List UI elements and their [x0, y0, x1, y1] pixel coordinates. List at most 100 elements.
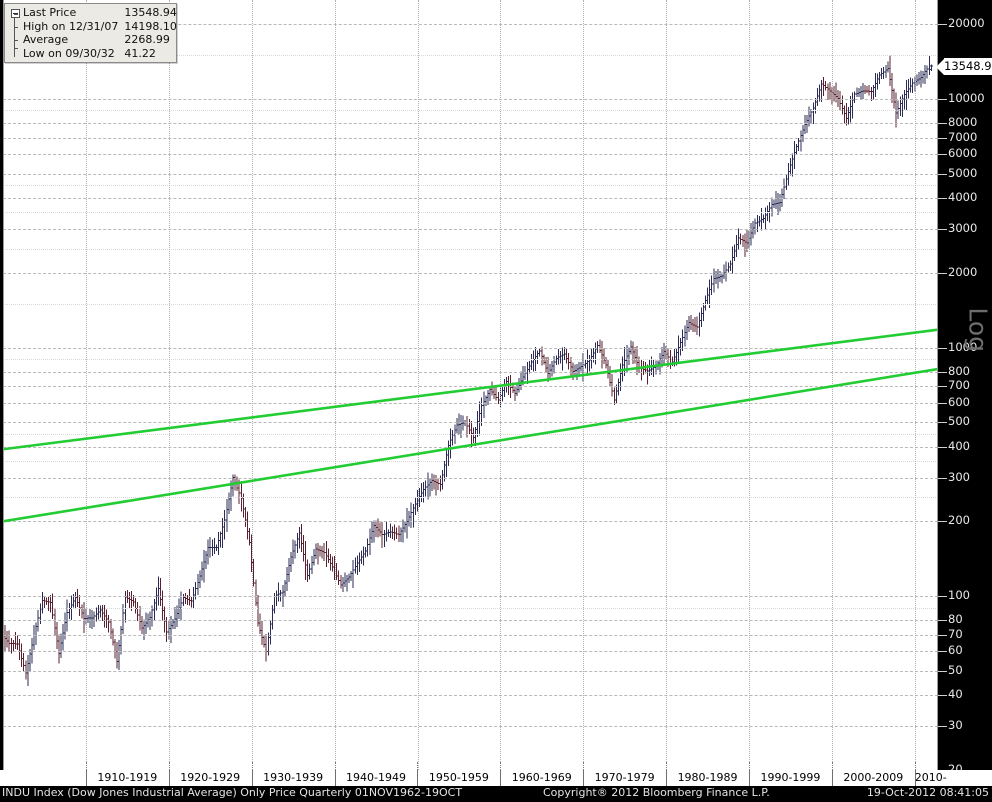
y-axis-tick-label: 6000: [948, 146, 978, 161]
y-axis-tickmark: [938, 272, 947, 274]
gridline-horizontal: [3, 634, 938, 636]
y-axis-tickmark: [938, 726, 947, 728]
gridline-horizontal: [3, 123, 938, 124]
x-axis-tickmarks: [0, 762, 992, 770]
x-axis-separator: [334, 770, 336, 786]
gridline-horizontal: [3, 371, 938, 373]
chart-legend[interactable]: Last Price 13548.94 High on 12/31/07 141…: [4, 3, 177, 63]
legend-label: High on 12/31/07: [23, 19, 119, 33]
chart-plot-area[interactable]: [3, 0, 938, 770]
gridline-vertical: [666, 0, 668, 770]
x-axis-tick-label[interactable]: 1920-1929: [180, 771, 241, 784]
gridline-vertical: [168, 0, 170, 770]
x-axis-tick-label[interactable]: 1970-1979: [594, 771, 655, 784]
y-axis-tickmark: [938, 477, 947, 479]
x-axis-tick-label[interactable]: 1960-1969: [511, 771, 572, 784]
x-axis-tick-label[interactable]: 1910-1919: [97, 771, 158, 784]
gridline-horizontal: [3, 695, 938, 697]
y-axis-tick-label: 200: [948, 513, 970, 528]
y-axis-tickmark: [938, 596, 947, 598]
y-axis-tick-label: 20: [948, 762, 963, 776]
gridline-horizontal-minor: [3, 212, 938, 214]
x-axis-tickmark: [334, 762, 336, 770]
x-axis-tick-label[interactable]: 1990-1999: [760, 771, 821, 784]
gridline-horizontal: [3, 137, 938, 139]
y-axis-tickmark: [938, 228, 947, 230]
footer-security-description: INDU Index (Dow Jones Industrial Average…: [2, 786, 463, 799]
y-axis-tickmark: [938, 386, 947, 388]
y-axis-tick-label: 400: [948, 438, 970, 453]
footer-bar: INDU Index (Dow Jones Industrial Average…: [0, 786, 992, 800]
x-axis-tickmark: [417, 762, 419, 770]
x-axis-tick-label[interactable]: 1980-1989: [677, 771, 738, 784]
legend-value: 41.22: [124, 46, 156, 60]
x-axis-separator: [168, 770, 170, 786]
x-axis-separator: [85, 770, 87, 786]
legend-label: Last Price: [23, 6, 77, 19]
y-axis-tickmark: [938, 651, 947, 653]
y-axis-tick-label: 700: [948, 378, 970, 393]
gridline-horizontal: [3, 402, 938, 404]
legend-expander-icon[interactable]: [11, 9, 21, 57]
gridline-vertical: [914, 0, 916, 770]
footer-timestamp: 19-Oct-2012 08:41:05: [866, 786, 989, 799]
gridline-horizontal: [3, 228, 938, 230]
price-marker-arrow-icon: [936, 58, 944, 75]
gridline-vertical: [417, 0, 419, 770]
last-price-marker: 13548.94: [936, 58, 992, 75]
legend-row: Average 2268.99: [23, 33, 177, 48]
y-axis-tickmark: [938, 371, 947, 373]
y-axis-tickmark: [938, 521, 947, 523]
y-axis-tick-label: 30: [948, 718, 963, 733]
gridline-vertical: [583, 0, 585, 770]
x-axis-tick-label[interactable]: 2000-2009: [843, 771, 904, 784]
x-axis-separator: [417, 770, 419, 786]
gridline-horizontal: [3, 446, 938, 448]
gridline-horizontal: [3, 173, 938, 175]
legend-label: Low on 09/30/32: [23, 46, 115, 60]
legend-row: Last Price 13548.94: [23, 6, 177, 21]
y-axis-tick-label: 500: [948, 414, 970, 429]
x-axis-tick-label[interactable]: 1940-1949: [346, 771, 406, 784]
trendlines: [3, 328, 938, 523]
x-axis-tickmark: [85, 762, 87, 770]
y-axis-tickmark: [938, 197, 947, 199]
gridline-horizontal: [3, 98, 938, 100]
footer-copyright: Copyright® 2012 Bloomberg Finance L.P.: [543, 786, 770, 799]
legend-table: Last Price 13548.94 High on 12/31/07 141…: [23, 6, 177, 62]
gridline-horizontal: [3, 671, 938, 673]
x-axis-tickmark: [500, 762, 502, 770]
gridline-horizontal: [3, 347, 938, 349]
gridline-horizontal-minor: [3, 185, 938, 187]
y-axis-tick-label: 7000: [948, 129, 978, 144]
gridline-horizontal: [3, 386, 938, 388]
x-axis-tickmark: [914, 762, 916, 770]
gridline-vertical: [334, 0, 336, 770]
x-axis-tick-label[interactable]: 1930-1939: [263, 771, 324, 784]
y-axis-tickmark: [938, 402, 947, 404]
gridline-horizontal: [3, 596, 938, 598]
y-axis-tick-label: 300: [948, 469, 970, 484]
gridline-horizontal: [3, 521, 938, 523]
y-axis-tickmark: [938, 137, 947, 139]
legend-row: Low on 09/30/32 41.22: [23, 46, 177, 62]
x-axis-separator: [749, 770, 750, 786]
legend-value: 2268.99: [124, 33, 170, 46]
x-axis-tick-label[interactable]: 1950-1959: [428, 771, 489, 784]
y-axis-panel[interactable]: 20 30 40 50 60 70 80 100 200 300 400 500 600 700 800 10…: [938, 0, 992, 775]
gridline-horizontal-minor: [3, 497, 938, 499]
gridline-horizontal: [3, 422, 938, 424]
y-axis-tick-label: 100: [948, 588, 970, 603]
y-axis-tick-label: 600: [948, 394, 970, 409]
y-axis-tick-label: 80: [948, 612, 963, 627]
y-axis-tick-label: 8000: [948, 115, 978, 129]
gridline-horizontal-minor: [3, 359, 938, 360]
gridline-vertical: [85, 0, 87, 770]
price-marker-value: 13548.94: [944, 58, 992, 75]
gridline-horizontal: [3, 620, 938, 622]
x-axis-tick-label[interactable]: 2010-20: [914, 771, 947, 800]
y-axis-tick-label: 2000: [948, 264, 978, 279]
x-axis-labels[interactable]: 1910-1919 1920-1929 1930-1939 1940-1949 1950…: [0, 770, 992, 800]
gridline-horizontal: [3, 651, 938, 653]
